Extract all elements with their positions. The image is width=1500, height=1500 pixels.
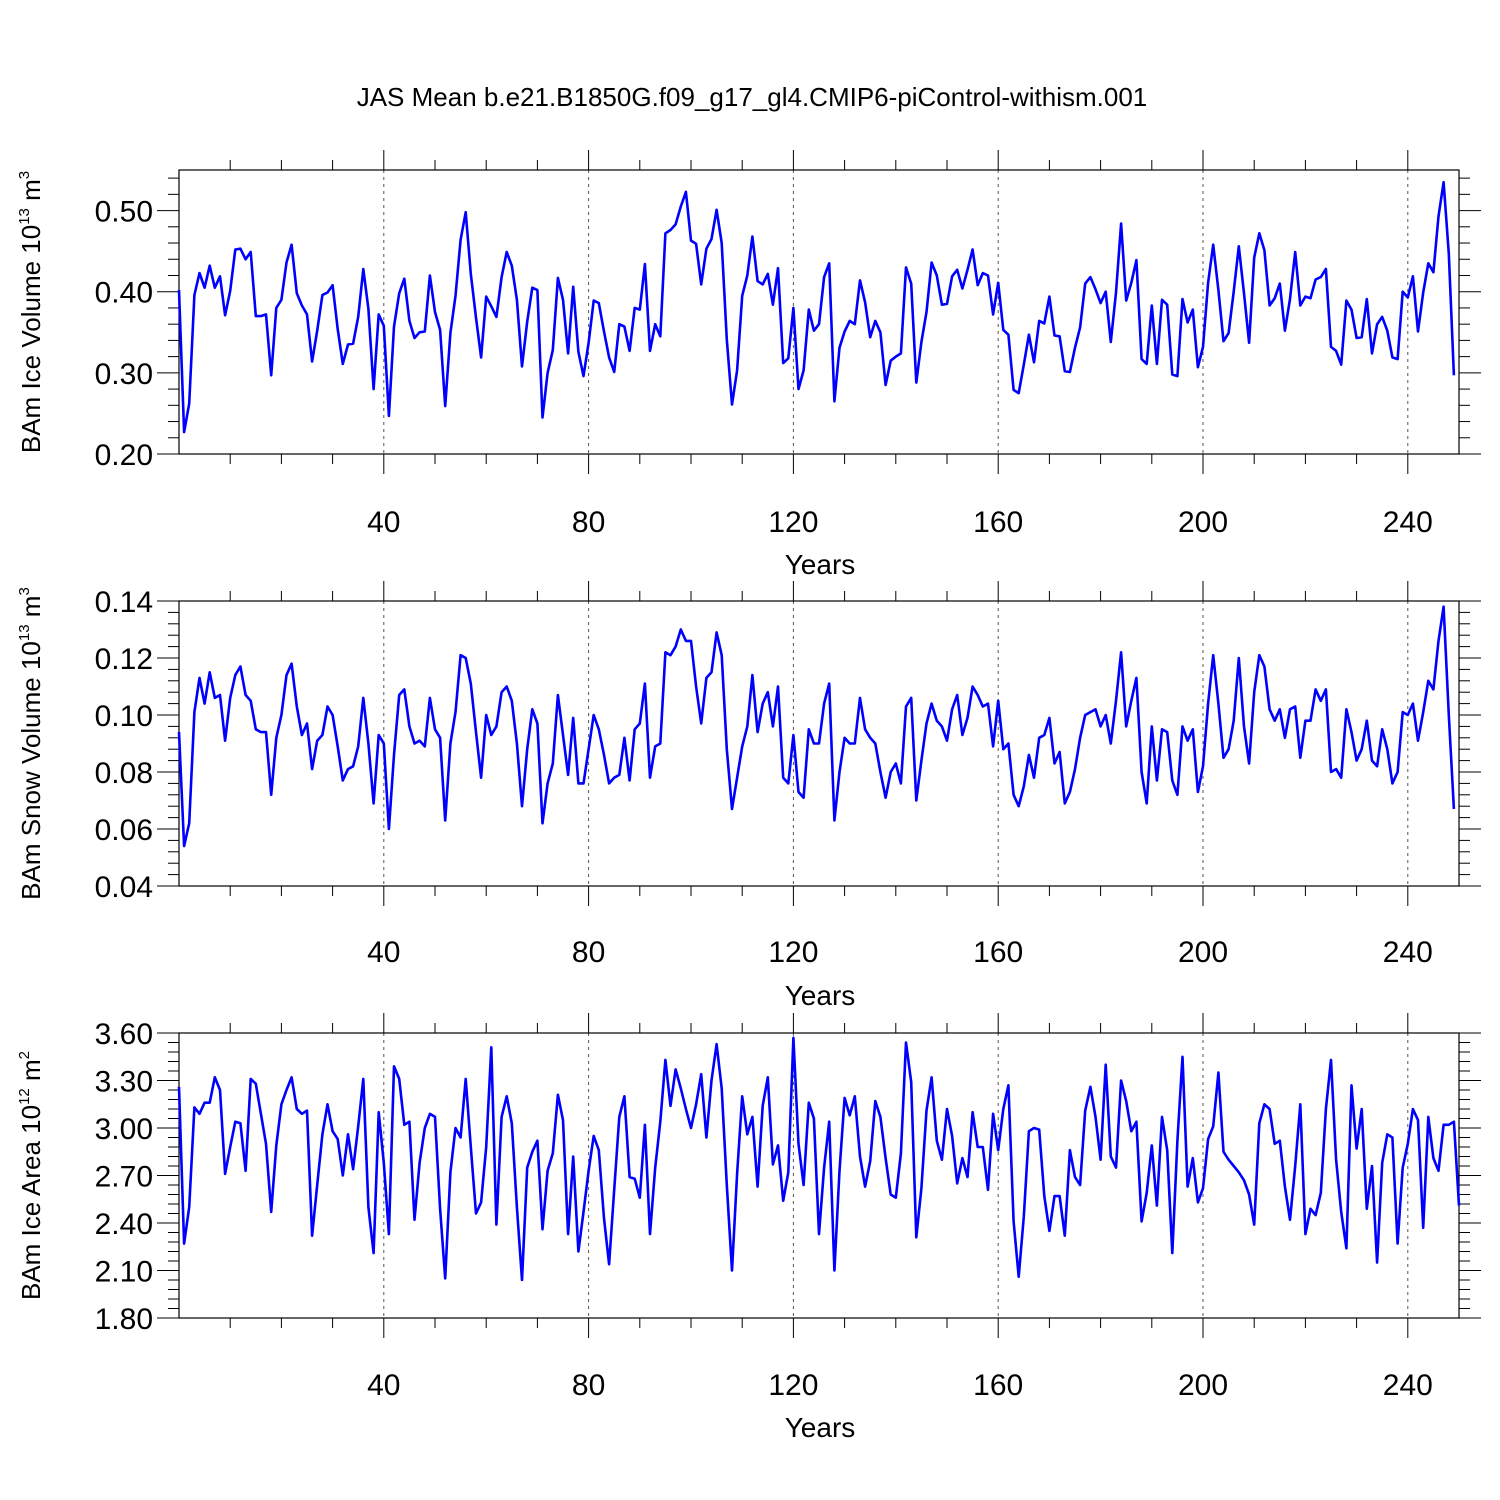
y-tick-label: 0.08 [95,757,153,790]
x-tick-label: 120 [768,506,818,539]
y-tick-label: 0.12 [95,643,153,676]
x-tick-label: 200 [1178,1369,1228,1402]
y-tick-label: 3.30 [95,1066,153,1099]
x-tick-label: 80 [572,936,605,969]
y-axis-label: BAm Ice Area 1012 m2 [16,1051,46,1300]
series-line [177,1036,1461,1282]
ice-area-panel: 40 80 120 160 200 240 1.80 2.10 2.40 2.70 3.00 3.30… [16,1013,1481,1443]
plot-frame [178,169,1460,455]
x-tick-label: 200 [1178,506,1228,539]
x-axis-label: Years [785,1412,856,1443]
y-tick-label: 0.04 [95,871,153,904]
series-line [177,180,1456,434]
y-tick-label: 0.14 [95,586,153,619]
x-tick-label: 40 [367,936,400,969]
x-tick-label: 80 [572,1369,605,1402]
series-line [177,605,1456,848]
x-tick-label: 240 [1383,936,1433,969]
y-tick-label: 0.10 [95,700,153,733]
x-axis-label: Years [785,549,856,580]
y-tick-label: 3.00 [95,1113,153,1146]
y-tick-label: 2.10 [95,1256,153,1289]
x-tick-label: 80 [572,506,605,539]
snow-volume-panel: 40 80 120 160 200 240 0.04 0.06 0.08 0.10 0.12 0.14… [16,581,1481,1011]
x-tick-label: 200 [1178,936,1228,969]
y-tick-label: 3.60 [95,1018,153,1051]
x-tick-label: 160 [973,1369,1023,1402]
x-tick-label: 40 [367,506,400,539]
y-axis-label: BAm Ice Volume 1013 m3 [16,171,46,453]
y-tick-label: 0.50 [95,196,153,229]
x-tick-label: 40 [367,1369,400,1402]
y-tick-label: 0.30 [95,358,153,391]
y-tick-label: 2.70 [95,1161,153,1194]
x-tick-label: 120 [768,1369,818,1402]
x-tick-label: 120 [768,936,818,969]
y-tick-label: 0.20 [95,439,153,472]
y-axis-label: BAm Snow Volume 1013 m3 [16,587,46,900]
x-tick-label: 160 [973,506,1023,539]
plot-frame [178,1032,1460,1319]
x-tick-label: 160 [973,936,1023,969]
x-tick-label: 240 [1383,506,1433,539]
y-tick-label: 1.80 [95,1303,153,1336]
x-axis-label: Years [785,980,856,1011]
y-tick-label: 2.40 [95,1208,153,1241]
x-tick-label: 240 [1383,1369,1433,1402]
y-tick-label: 0.06 [95,814,153,847]
figure-title: JAS Mean b.e21.B1850G.f09_g17_gl4.CMIP6-… [357,82,1148,112]
y-tick-label: 0.40 [95,277,153,310]
ice-volume-panel: 40 80 120 160 200 240 0.20 0.30 0.40 0.50 Years BAm… [16,150,1481,580]
